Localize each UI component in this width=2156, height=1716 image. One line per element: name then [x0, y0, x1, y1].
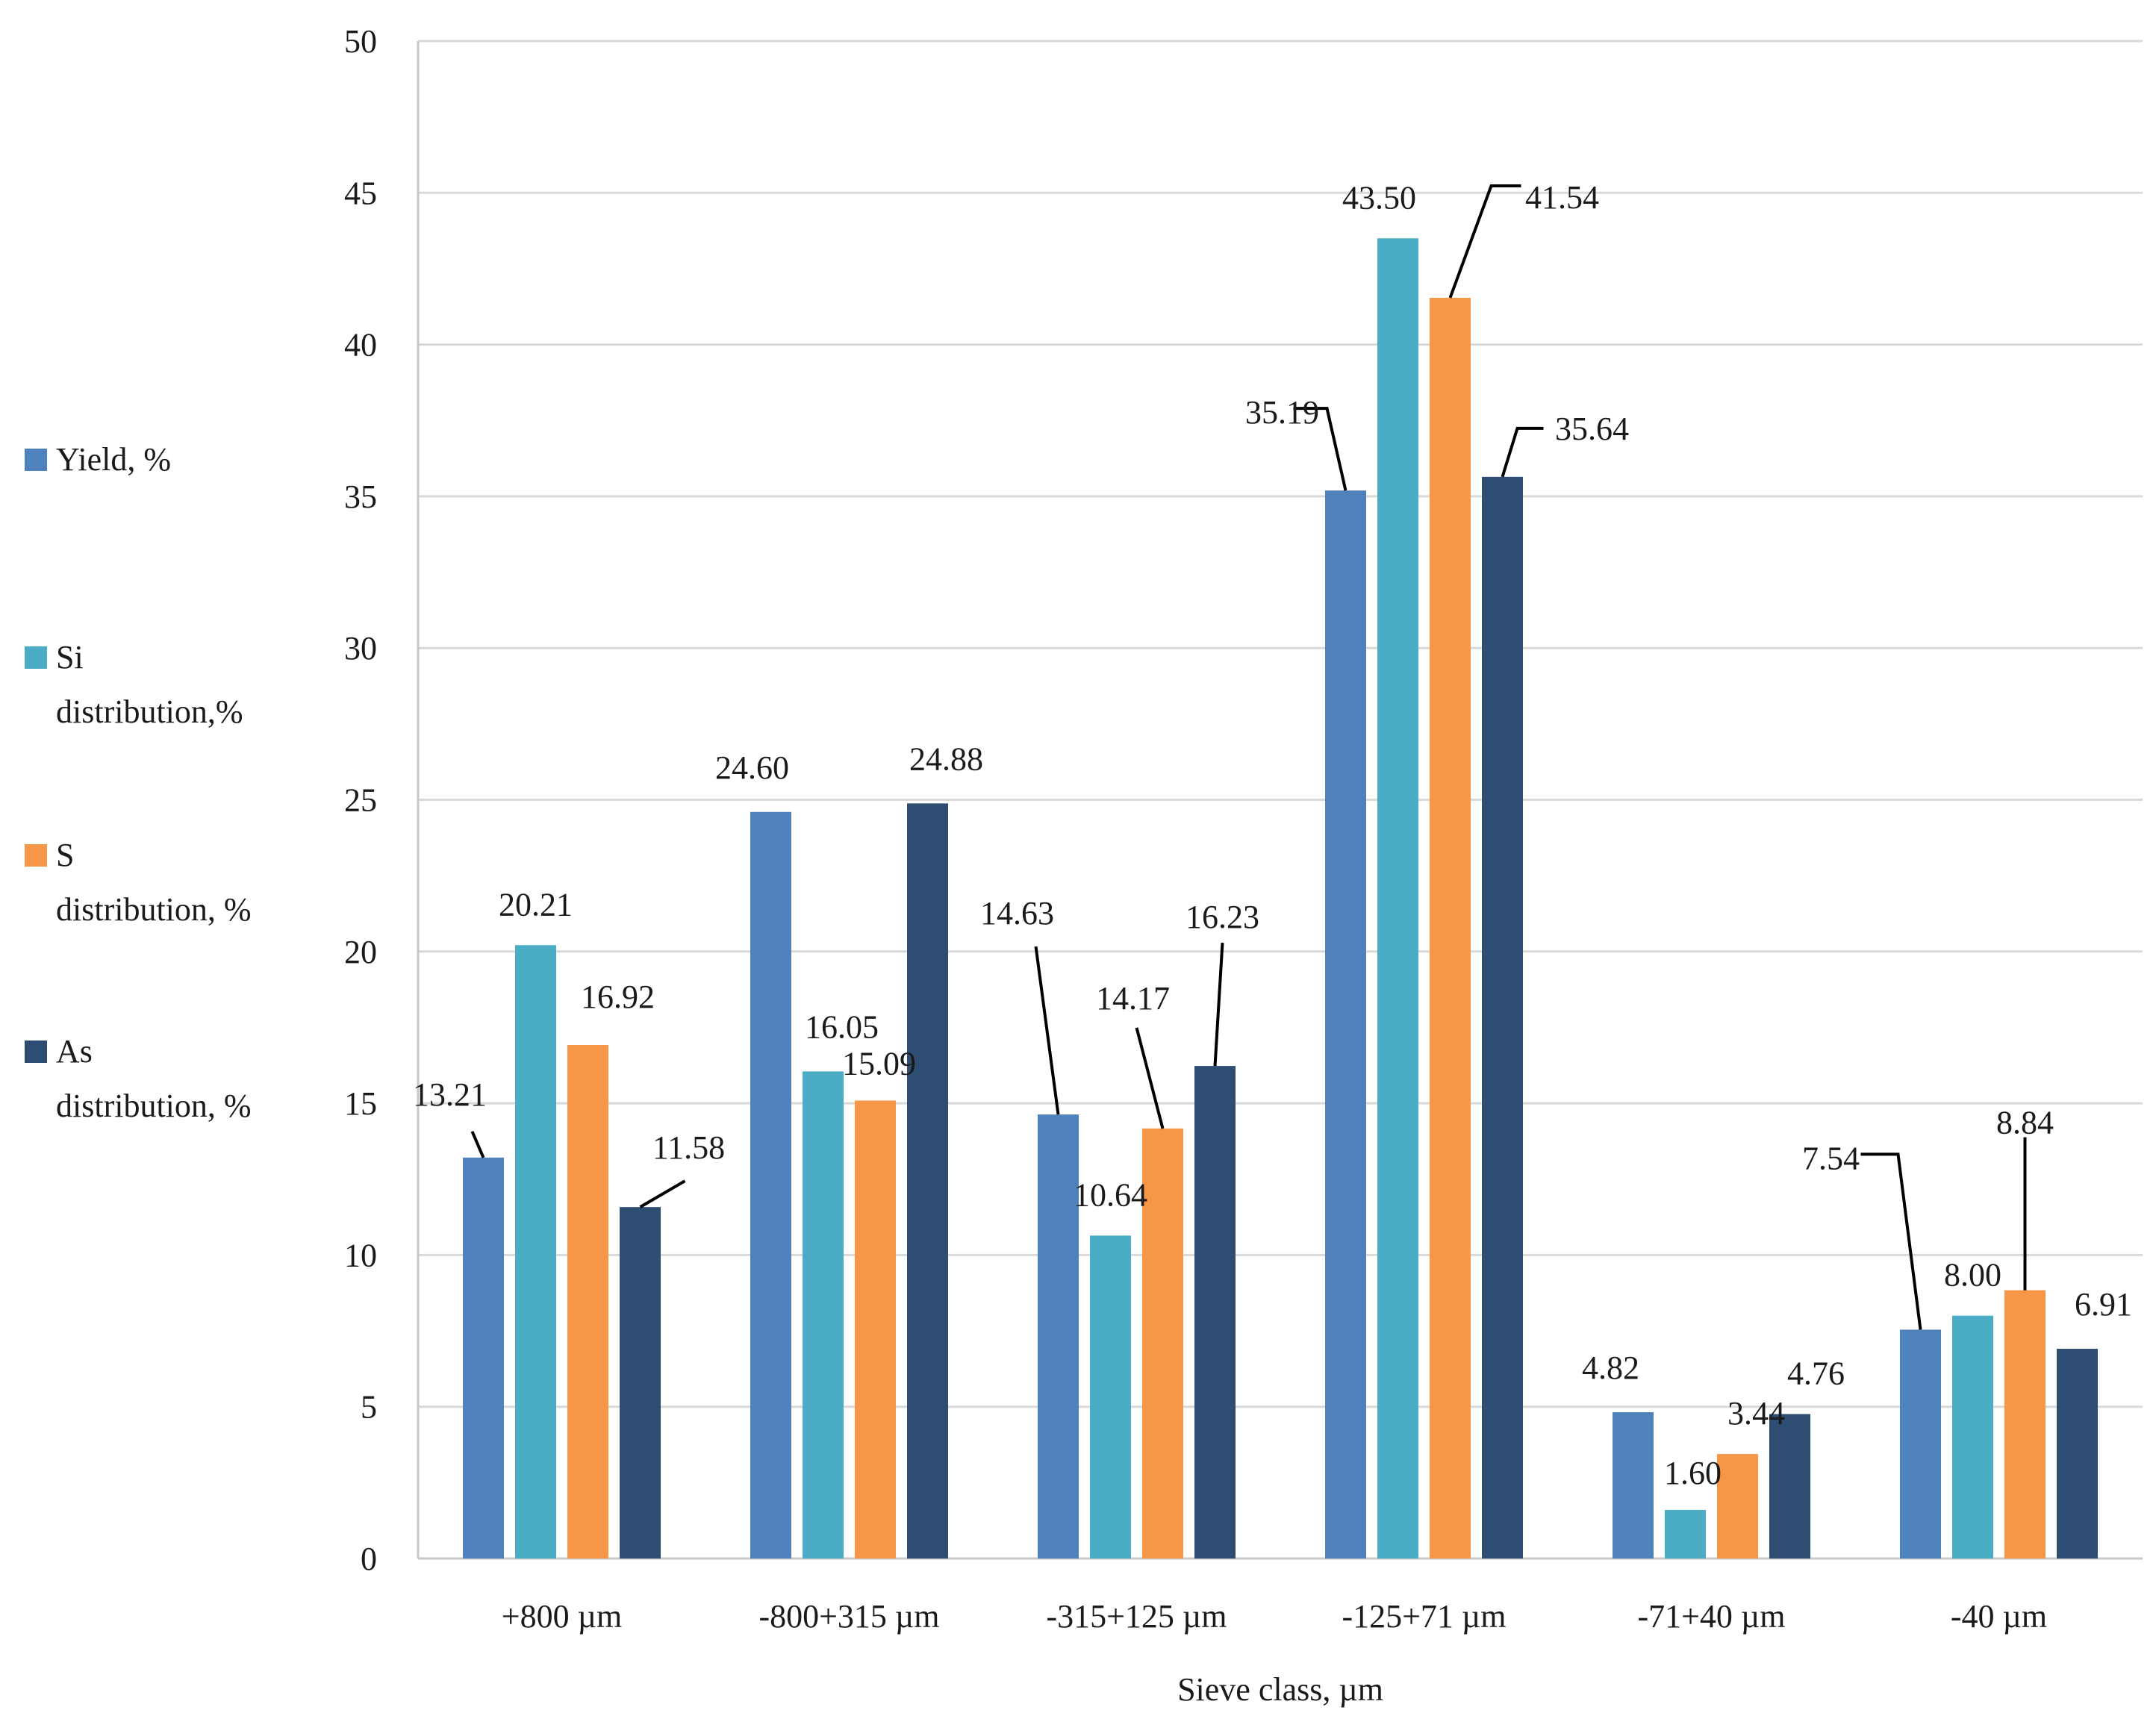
- legend-label-1-line-1: distribution,%: [56, 693, 243, 730]
- data-label-s0-c1: 24.60: [715, 749, 789, 786]
- data-label-s3-c3: 35.64: [1555, 411, 1629, 447]
- bar-s1-c5: [1952, 1315, 1993, 1559]
- legend-label-3-line-0: As: [56, 1033, 93, 1070]
- data-label-s2-c4: 3.44: [1727, 1395, 1785, 1432]
- legend-swatch-1: [25, 646, 47, 669]
- data-label-s1-c2: 10.64: [1074, 1176, 1147, 1213]
- y-tick-label-40: 40: [344, 327, 377, 364]
- bar-s1-c1: [803, 1071, 844, 1559]
- legend-label-2-line-1: distribution, %: [56, 891, 252, 928]
- data-label-s0-c4: 4.82: [1582, 1350, 1639, 1386]
- bar-s0-c5: [1900, 1329, 1941, 1559]
- data-label-s3-c5: 6.91: [2075, 1286, 2132, 1323]
- y-tick-label-45: 45: [344, 175, 377, 211]
- bar-s0-c0: [463, 1157, 504, 1559]
- leader-line-s3-c0: [639, 1179, 686, 1208]
- leader-line-s2-c2: [1135, 1027, 1165, 1129]
- legend-swatch-0: [25, 449, 47, 471]
- bar-s2-c4: [1717, 1454, 1758, 1559]
- y-tick-label-0: 0: [361, 1541, 377, 1577]
- bar-s3-c0: [620, 1207, 661, 1559]
- bar-s2-c2: [1142, 1128, 1183, 1559]
- legend-label-0-line-0: Yield, %: [56, 441, 171, 478]
- data-label-s2-c5: 8.84: [1996, 1105, 2054, 1141]
- leader-line-s2-c3: [1448, 184, 1521, 299]
- data-label-s1-c5: 8.00: [1944, 1257, 2001, 1294]
- y-tick-label-30: 30: [344, 630, 377, 667]
- legend-swatch-3: [25, 1040, 47, 1063]
- data-label-s0-c0: 13.21: [413, 1076, 487, 1113]
- legend-swatch-2: [25, 844, 47, 867]
- leader-line-s0-c3: [1293, 407, 1348, 491]
- x-axis-title: Sieve class, µm: [1177, 1671, 1383, 1708]
- data-label-s2-c3: 41.54: [1525, 179, 1599, 216]
- bar-s3-c5: [2057, 1349, 2098, 1559]
- x-tick-label-0: +800 µm: [502, 1598, 622, 1635]
- bar-s3-c2: [1194, 1066, 1236, 1559]
- data-label-s1-c4: 1.60: [1664, 1455, 1722, 1491]
- bar-s2-c3: [1430, 297, 1471, 1559]
- bar-s2-c1: [855, 1100, 896, 1559]
- leader-line-s0-c0: [470, 1131, 485, 1158]
- leader-line-s3-c3: [1501, 426, 1544, 478]
- leader-line-s3-c2: [1213, 942, 1224, 1067]
- y-tick-label-10: 10: [344, 1237, 377, 1273]
- bar-s3-c4: [1769, 1414, 1810, 1559]
- data-label-s2-c0: 16.92: [581, 979, 655, 1015]
- data-label-s1-c1: 16.05: [805, 1008, 879, 1045]
- bar-s0-c2: [1038, 1114, 1079, 1559]
- y-tick-label-5: 5: [361, 1389, 377, 1426]
- y-tick-label-25: 25: [344, 782, 377, 819]
- data-label-s3-c1: 24.88: [909, 740, 983, 777]
- x-tick-label-2: -315+125 µm: [1046, 1598, 1227, 1635]
- bar-s3-c1: [907, 803, 948, 1559]
- x-tick-label-3: -125+71 µm: [1342, 1598, 1506, 1635]
- bar-s0-c3: [1325, 490, 1366, 1559]
- data-label-s0-c5: 7.54: [1802, 1140, 1860, 1176]
- x-tick-label-1: -800+315 µm: [758, 1598, 939, 1635]
- y-tick-label-35: 35: [344, 478, 377, 515]
- bar-s3-c3: [1482, 476, 1523, 1559]
- data-label-s3-c4: 4.76: [1787, 1355, 1845, 1391]
- data-label-s3-c2: 16.23: [1186, 899, 1259, 935]
- data-label-s1-c3: 43.50: [1342, 179, 1416, 216]
- bar-s2-c0: [567, 1045, 608, 1559]
- leader-line-s0-c2: [1034, 946, 1060, 1115]
- bar-s1-c0: [515, 945, 556, 1559]
- y-tick-label-20: 20: [344, 934, 377, 970]
- bar-s0-c1: [750, 811, 791, 1559]
- data-label-s2-c2: 14.17: [1096, 980, 1170, 1017]
- bar-s0-c4: [1613, 1412, 1654, 1559]
- y-tick-label-15: 15: [344, 1085, 377, 1122]
- legend-label-3-line-1: distribution, %: [56, 1088, 252, 1124]
- bar-s1-c4: [1665, 1509, 1706, 1559]
- data-label-s1-c0: 20.21: [499, 886, 573, 923]
- leader-line-s0-c5: [1860, 1152, 1922, 1330]
- bar-s1-c2: [1090, 1235, 1131, 1559]
- data-label-s2-c1: 15.09: [842, 1045, 916, 1082]
- x-tick-label-5: -40 µm: [1951, 1598, 2047, 1635]
- bar-s1-c3: [1377, 238, 1418, 1559]
- data-label-s0-c3: 35.19: [1245, 394, 1319, 431]
- bar-s2-c5: [2004, 1290, 2046, 1559]
- legend-label-2-line-0: S: [56, 837, 74, 873]
- data-label-s3-c0: 11.58: [652, 1129, 725, 1166]
- legend-label-1-line-0: Si: [56, 639, 84, 676]
- y-tick-label-50: 50: [344, 23, 377, 60]
- x-tick-label-4: -71+40 µm: [1637, 1598, 1785, 1635]
- data-label-s0-c2: 14.63: [980, 895, 1054, 932]
